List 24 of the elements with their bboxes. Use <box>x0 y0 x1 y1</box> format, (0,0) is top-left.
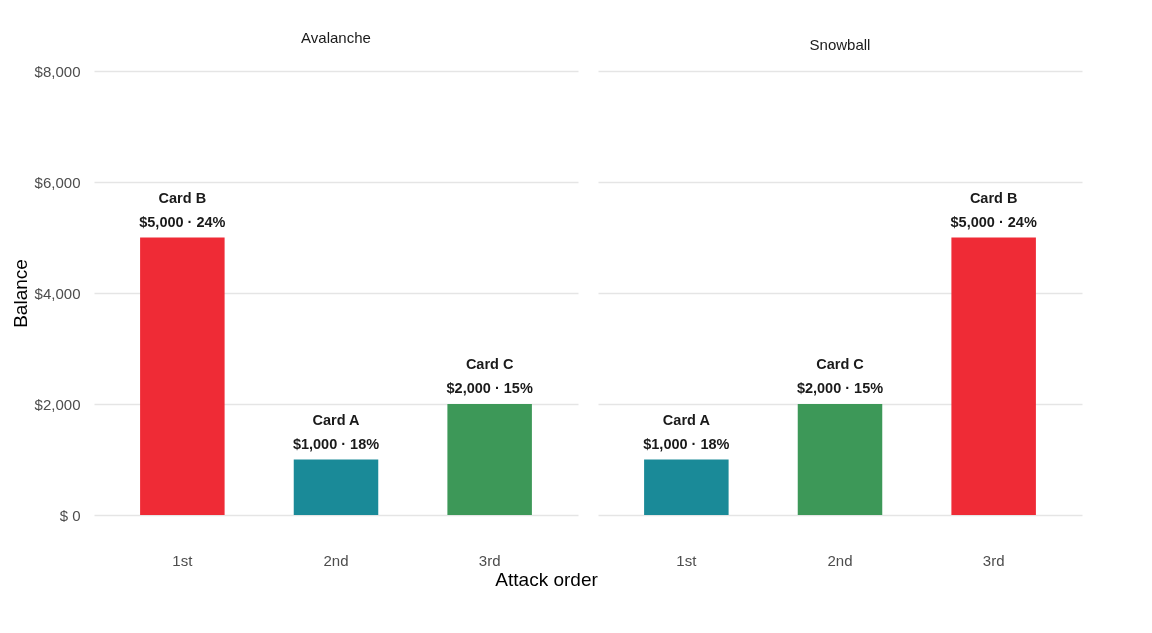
x-tick-label: 1st <box>676 551 698 569</box>
data-label: Card B $5,000 · 24% <box>950 189 1037 230</box>
x-axis-title: Attack order <box>495 568 599 590</box>
bar <box>293 459 379 515</box>
y-axis-title: Balance <box>9 259 31 328</box>
x-tick-label: 1st <box>172 551 194 569</box>
bar <box>447 404 532 515</box>
chart-title: Avalanche <box>301 29 371 46</box>
y-tick-label: $2,000 <box>34 395 81 413</box>
bar <box>140 237 225 515</box>
x-tick-label: 3rd <box>982 551 1005 569</box>
x-tick-label: 3rd <box>478 551 501 569</box>
x-tick-label: 2nd <box>827 551 853 569</box>
x-tick-label: 2nd <box>323 551 349 569</box>
y-tick-label: $4,000 <box>34 284 81 302</box>
data-label: Card C $2,000 · 15% <box>796 356 884 396</box>
data-label: Card A $1,000 · 18% <box>643 411 730 452</box>
data-label: Card C $2,000 · 15% <box>446 356 533 396</box>
y-tick-label: $6,000 <box>34 173 81 191</box>
y-tick-label: $8,000 <box>34 62 81 80</box>
y-tick-label: $ 0 <box>59 506 81 524</box>
chart-title: Snowball <box>809 36 871 53</box>
data-label: Card A $1,000 · 18% <box>292 411 380 452</box>
data-label: Card B $5,000 · 24% <box>139 189 226 230</box>
